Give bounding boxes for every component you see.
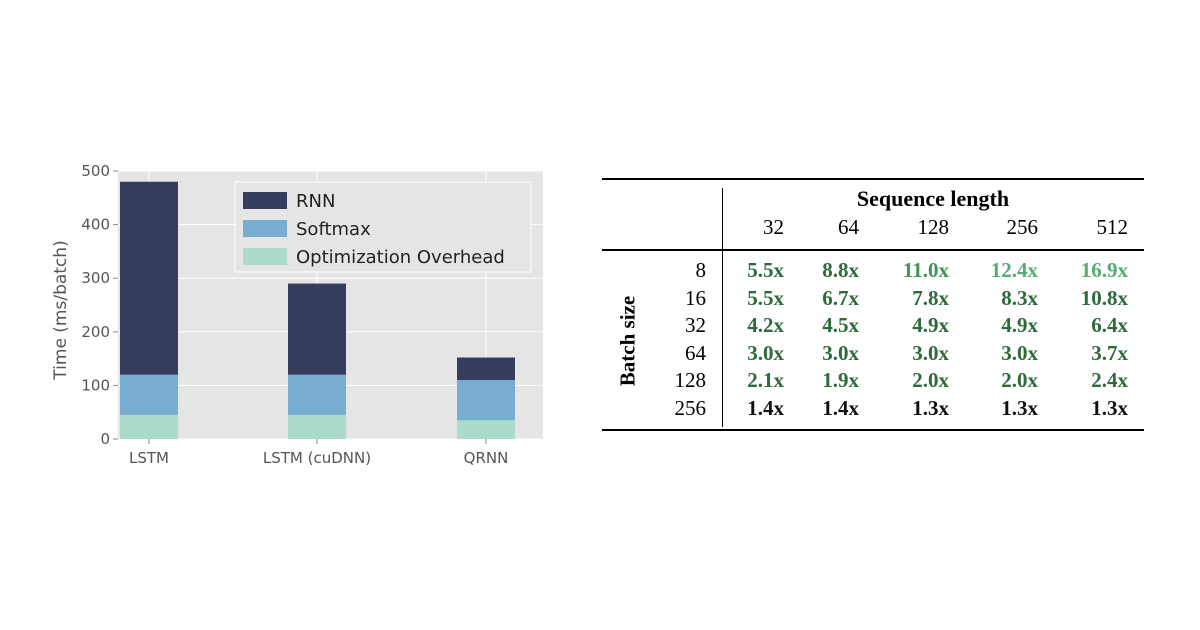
speedup-table: Sequence length Batch size 32 64 128 256 512… <box>602 178 1144 431</box>
column-header: 512 <box>1096 215 1129 239</box>
table-cell: 10.8x <box>1080 285 1128 310</box>
table-cell: 4.5x <box>822 313 859 337</box>
bar-optimization-overhead-1 <box>288 414 346 439</box>
table-cell: 6.7x <box>822 285 859 310</box>
table-cell: 1.9x <box>822 368 859 392</box>
legend-label-optimization-overhead: Optimization Overhead <box>296 247 505 268</box>
x-tick-label: LSTM <box>129 449 169 467</box>
y-tick-label: 0 <box>100 430 110 448</box>
table-cell: 3.0x <box>747 340 784 365</box>
table-cell: 4.9x <box>1001 313 1038 337</box>
table-cell: 6.4x <box>1091 313 1128 337</box>
row-label: 128 <box>674 368 707 392</box>
y-tick-label: 100 <box>81 376 110 394</box>
table-cell: 7.8x <box>912 285 949 310</box>
table-cell: 1.3x <box>1001 395 1038 420</box>
table-cell: 8.8x <box>822 258 859 282</box>
bar-rnn-0 <box>120 181 178 375</box>
legend-swatch-softmax <box>243 220 287 237</box>
sequence-length-header: Sequence length <box>856 186 1010 211</box>
y-tick-label: 300 <box>81 269 110 287</box>
stacked-bar-chart: 0 100 200 300 400 500 LSTM LSTM (cuDNN) QRNN Time… <box>51 162 543 467</box>
table-cell: 12.4x <box>990 258 1038 282</box>
legend-label-softmax: Softmax <box>296 219 371 240</box>
table-cell: 2.1x <box>747 368 784 392</box>
table-cell: 2.4x <box>1091 368 1128 392</box>
row-label: 16 <box>685 285 706 310</box>
column-header: 64 <box>838 215 859 239</box>
table-cell: 1.4x <box>747 395 784 420</box>
row-label: 8 <box>695 258 707 282</box>
table-cell: 3.0x <box>1001 340 1038 365</box>
table-cell: 5.5x <box>747 258 784 282</box>
column-header: 128 <box>917 215 950 239</box>
table-vertical-rule <box>722 188 723 427</box>
table-cell: 2.0x <box>912 368 949 392</box>
table-cell: 1.3x <box>1091 395 1128 420</box>
bar-softmax-2 <box>457 380 515 421</box>
bar-softmax-0 <box>120 374 178 415</box>
bar-rnn-2 <box>457 357 515 381</box>
table-cell: 11.0x <box>902 258 949 282</box>
y-tick-label: 400 <box>81 216 110 234</box>
legend-swatch-rnn <box>243 192 287 209</box>
table-cell: 4.9x <box>912 313 949 337</box>
y-tick-label: 200 <box>81 323 110 341</box>
legend-swatch-optimization-overhead <box>243 248 287 265</box>
column-header: 256 <box>1006 215 1039 239</box>
bar-softmax-1 <box>288 374 346 415</box>
row-label: 32 <box>685 313 706 337</box>
table-bottom-rule <box>602 429 1144 431</box>
table-cell: 16.9x <box>1080 258 1128 282</box>
column-header: 32 <box>763 215 784 239</box>
table-top-rule <box>602 178 1144 180</box>
row-label: 64 <box>685 340 706 365</box>
bar-optimization-overhead-2 <box>457 420 515 439</box>
table-cell: 3.0x <box>822 340 859 365</box>
table-cell: 2.0x <box>1001 368 1038 392</box>
table-cell: 1.3x <box>912 395 949 420</box>
legend-label-rnn: RNN <box>296 191 335 212</box>
table-header-rule <box>602 249 1144 251</box>
y-axis-label: Time (ms/batch) <box>51 240 71 380</box>
bar-rnn-1 <box>288 283 346 375</box>
table-cell: 3.0x <box>912 340 949 365</box>
table-cell: 5.5x <box>747 285 784 310</box>
x-tick-label: QRNN <box>464 449 509 467</box>
table-cell: 4.2x <box>747 313 784 337</box>
table-cell: 8.3x <box>1001 285 1038 310</box>
y-tick-label: 500 <box>81 162 110 180</box>
table-cell: 3.7x <box>1091 340 1128 365</box>
x-tick-label: LSTM (cuDNN) <box>263 449 371 467</box>
table-cell: 1.4x <box>822 395 859 420</box>
bar-optimization-overhead-0 <box>120 414 178 439</box>
row-label: 256 <box>674 395 707 420</box>
